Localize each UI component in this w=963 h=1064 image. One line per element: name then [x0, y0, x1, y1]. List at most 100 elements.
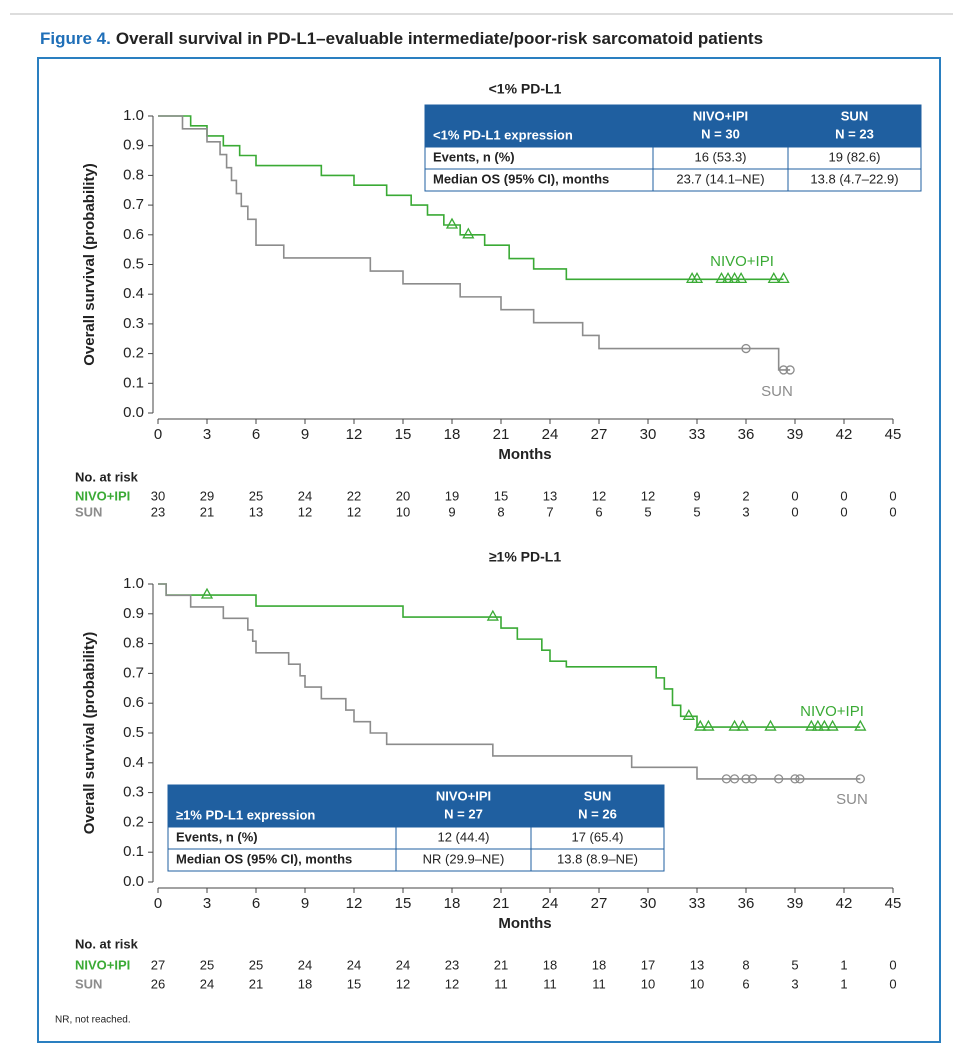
at-risk-count: 25: [200, 957, 214, 972]
x-tick-label: 33: [689, 895, 706, 912]
y-tick-label: 0.5: [123, 724, 144, 741]
censor-mark: [741, 343, 751, 354]
at-risk-count: 9: [693, 488, 700, 503]
y-tick-label: 0.3: [123, 315, 144, 332]
y-tick-label: 0.2: [123, 813, 144, 830]
x-tick-label: 15: [395, 895, 412, 912]
at-risk-count: 9: [448, 504, 455, 519]
censor-mark: [774, 774, 784, 784]
series-label: NIVO+IPI: [800, 703, 864, 720]
y-tick-label: 0.7: [123, 196, 144, 213]
at-risk-count: 19: [445, 488, 459, 503]
at-risk-count: 22: [347, 488, 361, 503]
table-n: N = 27: [444, 806, 483, 821]
at-risk-count: 2: [742, 488, 749, 503]
censor-mark: [682, 708, 695, 720]
at-risk-count: 5: [693, 504, 700, 519]
at-risk-count: 26: [151, 976, 165, 991]
y-tick-label: 0.4: [123, 754, 144, 771]
at-risk-count: 1: [840, 957, 847, 972]
x-tick-label: 24: [542, 426, 559, 443]
table-header: SUN: [841, 108, 868, 123]
at-risk-count: 23: [445, 957, 459, 972]
censor-mark: [486, 609, 499, 621]
x-tick-label: 27: [591, 895, 608, 912]
at-risk-label: No. at risk: [75, 936, 139, 951]
at-risk-count: 24: [396, 957, 410, 972]
censor-mark: [728, 272, 741, 284]
at-risk-count: 12: [592, 488, 606, 503]
y-tick-label: 0.0: [123, 404, 144, 421]
censor-mark: [200, 587, 214, 599]
y-tick-label: 0.6: [123, 226, 144, 243]
chart-title: ≥1% PD-L1: [489, 549, 561, 565]
survival-curve: [158, 583, 861, 728]
x-tick-label: 36: [738, 895, 755, 912]
censor-mark: [778, 365, 789, 375]
y-tick-label: 0.9: [123, 137, 144, 154]
censor-mark: [805, 719, 818, 731]
censor-mark: [721, 272, 735, 284]
at-risk-count: 0: [889, 976, 896, 991]
censor-mark: [715, 272, 728, 284]
table-header-bg: [168, 785, 664, 827]
at-risk-count: 13: [249, 504, 263, 519]
at-risk-group: NIVO+IPI: [75, 488, 130, 503]
at-risk-count: 24: [298, 488, 312, 503]
x-axis-label: Months: [498, 446, 551, 463]
censor-mark: [855, 774, 865, 784]
table-cell: 17 (65.4): [571, 829, 623, 844]
table-header: SUN: [584, 788, 611, 803]
y-tick-label: 0.9: [123, 605, 144, 622]
table-header: NIVO+IPI: [693, 108, 748, 123]
x-tick-label: 15: [395, 426, 412, 443]
chart-title: <1% PD-L1: [489, 81, 562, 97]
censor-mark: [777, 272, 790, 284]
x-tick-label: 12: [346, 426, 363, 443]
at-risk-count: 0: [889, 504, 896, 519]
x-tick-label: 18: [444, 895, 461, 912]
at-risk-count: 3: [742, 504, 749, 519]
censor-mark: [826, 719, 839, 731]
censor-mark: [764, 719, 777, 731]
x-tick-label: 3: [203, 895, 211, 912]
x-tick-label: 39: [787, 895, 804, 912]
at-risk-group: SUN: [75, 504, 102, 519]
table-cell: 13.8 (8.9–NE): [557, 851, 638, 866]
table-header: ≥1% PD-L1 expression: [176, 807, 315, 822]
at-risk-count: 24: [200, 976, 214, 991]
at-risk-count: 6: [595, 504, 602, 519]
at-risk-label: No. at risk: [75, 469, 139, 484]
at-risk-count: 12: [396, 976, 410, 991]
at-risk-count: 23: [151, 504, 165, 519]
at-risk-count: 11: [494, 976, 508, 991]
censor-mark: [462, 227, 475, 239]
censor-mark: [854, 719, 867, 731]
table-header-bg: [425, 105, 921, 147]
at-risk-count: 13: [543, 488, 557, 503]
at-risk-count: 0: [889, 488, 896, 503]
x-tick-label: 33: [689, 426, 706, 443]
x-tick-label: 12: [346, 895, 363, 912]
at-risk-count: 18: [543, 957, 557, 972]
censor-mark: [728, 719, 741, 731]
censor-mark: [767, 272, 780, 284]
at-risk-count: 10: [690, 976, 704, 991]
x-tick-label: 3: [203, 426, 211, 443]
at-risk-count: 21: [494, 957, 508, 972]
x-tick-label: 24: [542, 895, 559, 912]
table-cell: NR (29.9–NE): [423, 851, 505, 866]
table-cell: 23.7 (14.1–NE): [676, 171, 764, 186]
x-tick-label: 36: [738, 426, 755, 443]
at-risk-count: 12: [641, 488, 655, 503]
table-cell: Events, n (%): [433, 149, 515, 164]
series-label: SUN: [761, 383, 793, 400]
table-n: N = 23: [835, 126, 874, 141]
censor-mark: [747, 774, 758, 784]
at-risk-count: 5: [644, 504, 651, 519]
table-cell: Median OS (95% CI), months: [176, 851, 352, 866]
y-tick-label: 0.3: [123, 784, 144, 801]
censor-mark: [736, 719, 749, 731]
x-tick-label: 27: [591, 426, 608, 443]
at-risk-group: SUN: [75, 976, 102, 991]
